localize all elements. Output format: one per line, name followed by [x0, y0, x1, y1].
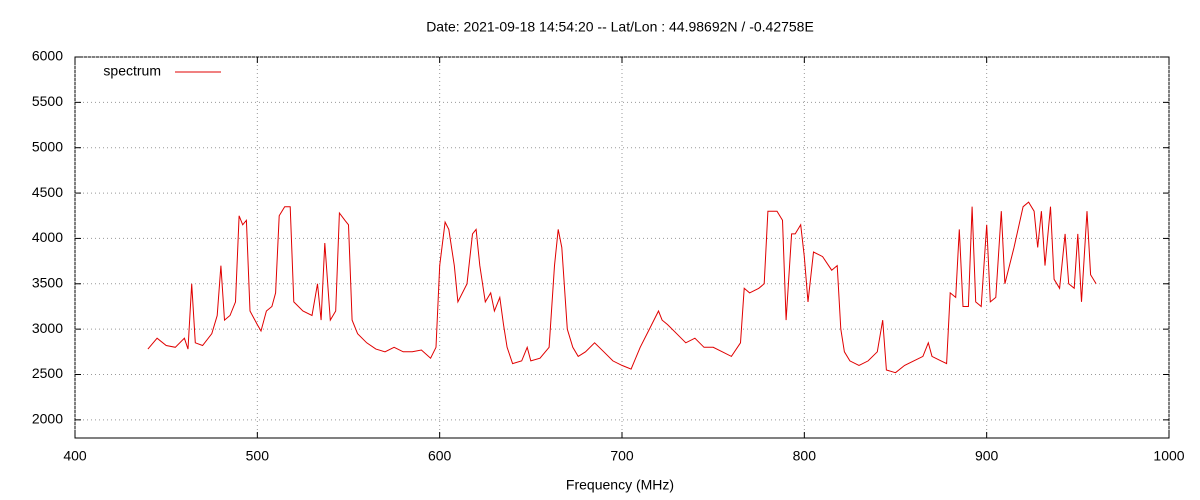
y-tick-label: 3000: [32, 320, 63, 336]
x-tick-label: 1000: [1153, 448, 1184, 464]
x-tick-label: 500: [246, 448, 270, 464]
y-tick-label: 4000: [32, 229, 63, 245]
chart-title: Date: 2021-09-18 14:54:20 -- Lat/Lon : 4…: [426, 19, 814, 35]
y-tick-label: 5000: [32, 138, 63, 154]
y-tick-label: 3500: [32, 274, 63, 290]
plot-frame: [74, 56, 1170, 439]
x-tick-label: 700: [610, 448, 634, 464]
spectrum-line: [147, 201, 1097, 374]
x-tick-label: 900: [975, 448, 999, 464]
x-tick-label: 800: [793, 448, 817, 464]
x-axis-label: Frequency (MHz): [566, 477, 674, 493]
y-tick-label: 2500: [32, 365, 63, 381]
y-tick-label: 4500: [32, 184, 63, 200]
x-tick-label: 600: [428, 448, 452, 464]
y-tick-label: 6000: [32, 48, 63, 64]
x-tick-label: 400: [63, 448, 87, 464]
y-tick-label: 2000: [32, 411, 63, 427]
legend-label: spectrum: [103, 63, 161, 79]
y-tick-label: 5500: [32, 93, 63, 109]
